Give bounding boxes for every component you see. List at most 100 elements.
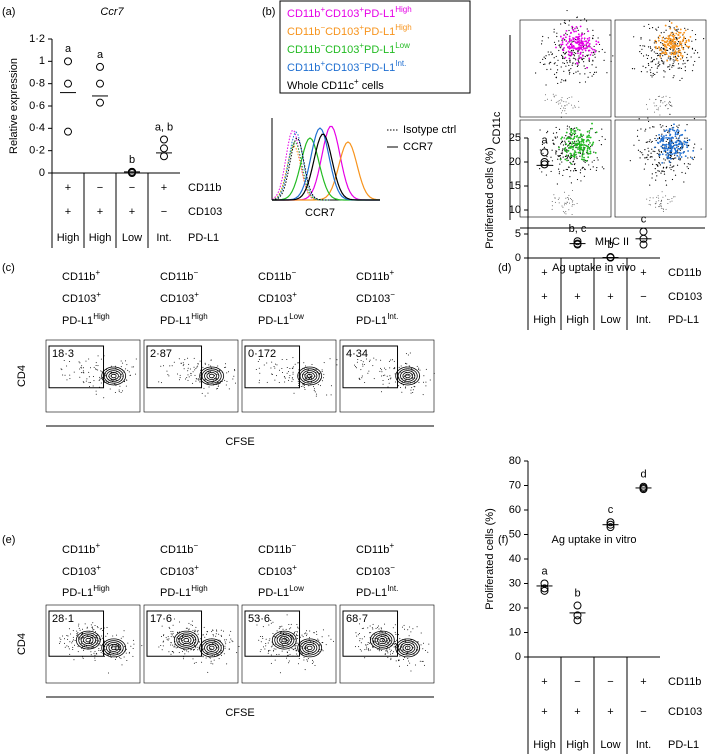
event-dot: [163, 634, 165, 636]
event-dot: [583, 18, 586, 20]
event-dot: [367, 627, 369, 629]
event-dot: [672, 33, 674, 36]
event-dot: [288, 628, 290, 630]
population-dot: [570, 42, 573, 45]
event-dot: [100, 370, 102, 372]
population-dot: [555, 46, 557, 49]
event-dot: [418, 367, 420, 369]
event-dot: [119, 385, 121, 387]
event-dot: [361, 627, 363, 629]
event-dot: [162, 641, 164, 643]
event-dot: [569, 61, 571, 63]
population-dot: [572, 37, 574, 39]
event-dot: [564, 140, 566, 142]
event-dot: [356, 361, 358, 363]
event-dot: [655, 52, 657, 54]
population-dot: [663, 52, 665, 55]
event-dot: [407, 652, 409, 654]
event-dot: [306, 660, 308, 662]
event-dot: [125, 385, 127, 387]
event-dot: [188, 376, 190, 378]
event-dot: [557, 198, 559, 200]
population-label-part: +: [389, 268, 394, 277]
event-dot: [592, 37, 594, 39]
event-dot: [228, 371, 230, 373]
population-dot: [588, 44, 590, 47]
population-dot: [570, 45, 573, 47]
event-dot: [172, 624, 174, 626]
event-dot: [644, 157, 646, 159]
histogram-curve: [272, 137, 380, 201]
legend-entry-part: +: [354, 77, 359, 86]
event-dot: [135, 358, 137, 360]
event-dot: [217, 385, 219, 387]
event-dot: [669, 100, 671, 102]
event-dot: [281, 625, 283, 627]
event-dot: [168, 651, 170, 653]
population-dot: [579, 44, 582, 47]
event-dot: [63, 360, 65, 362]
event-dot: [295, 649, 297, 651]
event-dot: [228, 634, 230, 636]
y-axis-label: CD4: [16, 365, 28, 387]
event-dot: [414, 664, 416, 666]
event-dot: [300, 386, 302, 388]
population-label-part: −: [291, 268, 296, 277]
event-dot: [203, 626, 205, 628]
event-dot: [566, 157, 569, 159]
event-dot: [94, 624, 96, 626]
event-dot: [273, 650, 275, 652]
event-dot: [177, 641, 179, 643]
event-dot: [682, 47, 685, 49]
event-dot: [655, 179, 657, 181]
event-dot: [199, 360, 201, 362]
legend-entry-part: CD103: [325, 44, 359, 56]
data-point: [573, 237, 582, 246]
contour: [108, 371, 119, 380]
event-dot: [362, 363, 364, 365]
event-dot: [657, 47, 659, 49]
event-dot: [309, 630, 311, 632]
event-dot: [565, 168, 567, 171]
event-dot: [558, 100, 560, 102]
population-dot: [676, 154, 679, 157]
event-dot: [326, 394, 328, 396]
gate-label: 2·87: [150, 348, 172, 360]
population-dot: [673, 44, 676, 47]
event-dot: [654, 150, 656, 153]
event-dot: [82, 367, 84, 369]
event-dot: [182, 362, 184, 364]
event-dot: [260, 649, 262, 651]
event-dot: [679, 135, 681, 137]
table-cell: −: [607, 267, 613, 279]
event-dot: [82, 637, 84, 639]
y-tick-label: 10: [509, 626, 521, 638]
event-dot: [677, 63, 680, 65]
event-dot: [292, 371, 294, 373]
population-dot: [658, 49, 661, 52]
event-dot: [212, 629, 214, 631]
isotype-curve: [271, 138, 330, 201]
population-dot: [561, 136, 564, 139]
event-dot: [361, 638, 363, 640]
population-dot: [575, 126, 578, 129]
event-dot: [579, 73, 581, 75]
event-dot: [657, 96, 659, 98]
event-dot: [658, 197, 660, 199]
event-dot: [121, 664, 123, 666]
event-dot: [550, 61, 552, 63]
event-dot: [411, 368, 413, 370]
event-dot: [394, 367, 396, 369]
population-label-part: Low: [289, 312, 304, 321]
event-dot: [118, 391, 120, 393]
population-dot: [654, 39, 657, 42]
population-label-part: CD103: [160, 566, 194, 578]
event-dot: [563, 22, 565, 24]
population-dot: [581, 144, 584, 146]
event-dot: [387, 641, 389, 643]
population-dot: [586, 151, 589, 154]
population-dot: [664, 149, 666, 152]
event-dot: [557, 158, 559, 160]
event-dot: [191, 649, 193, 651]
event-dot: [652, 150, 654, 152]
